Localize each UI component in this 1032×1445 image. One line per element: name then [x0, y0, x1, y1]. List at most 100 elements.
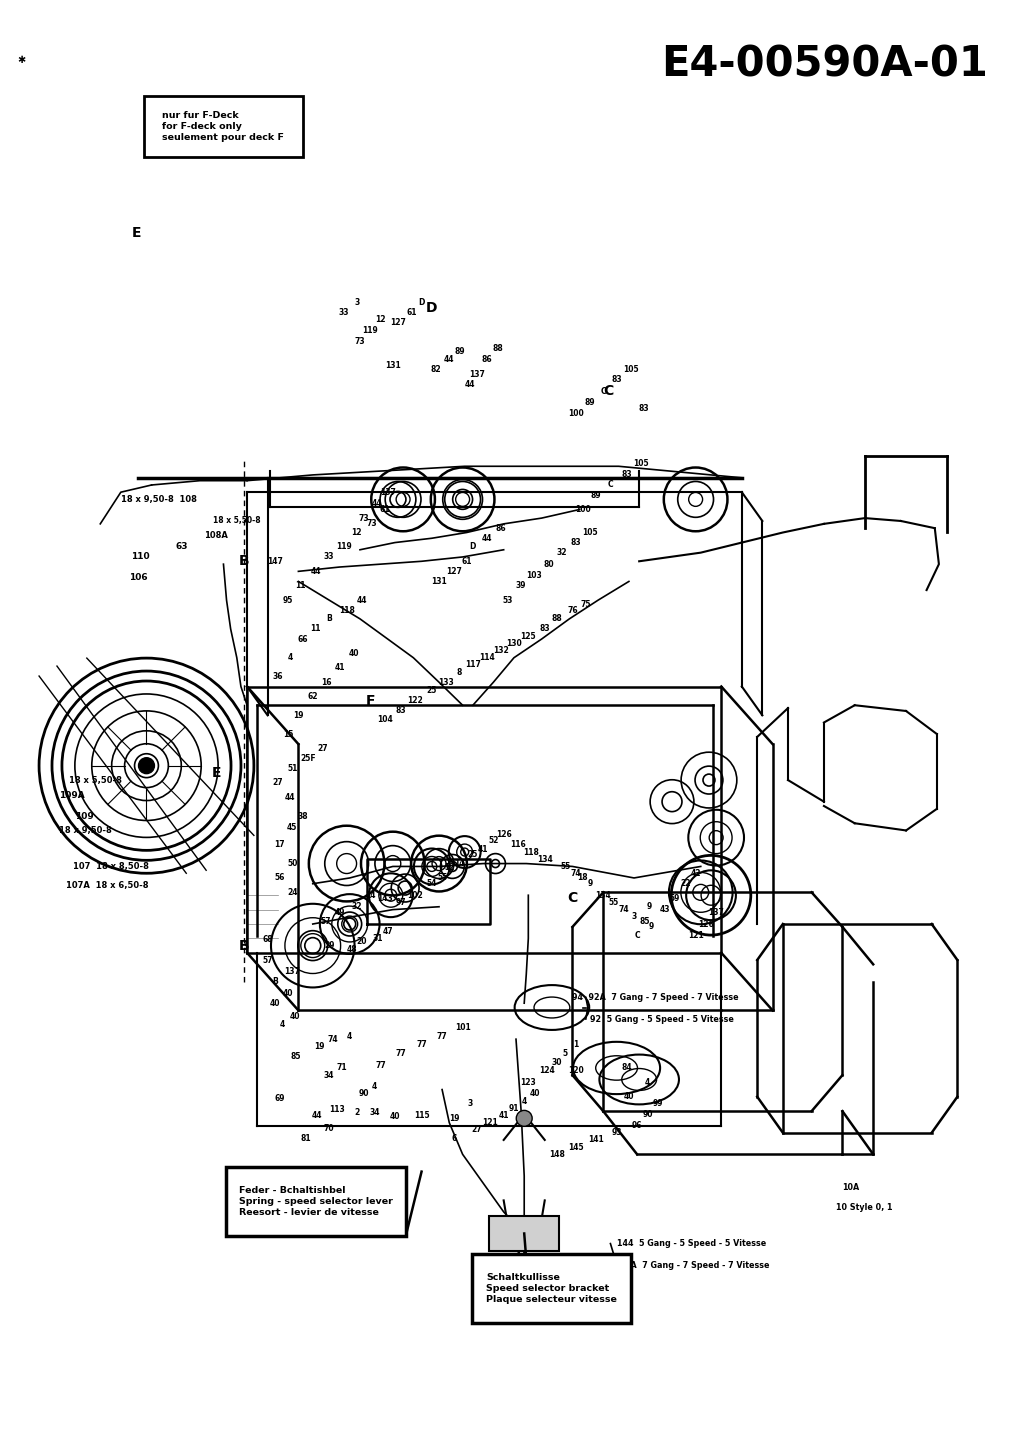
- Text: 127: 127: [447, 566, 462, 577]
- Text: 45: 45: [287, 824, 297, 832]
- Text: 132: 132: [492, 646, 509, 655]
- Text: 12: 12: [376, 315, 386, 324]
- Text: 4: 4: [347, 1032, 352, 1040]
- Text: C: C: [568, 892, 578, 905]
- Text: Schaltkullisse
Speed selector bracket
Plaque selecteur vitesse: Schaltkullisse Speed selector bracket Pl…: [486, 1273, 617, 1303]
- Text: 4: 4: [372, 1082, 377, 1091]
- Text: 4: 4: [288, 653, 293, 662]
- Text: 91: 91: [509, 1104, 519, 1113]
- Text: 52: 52: [488, 837, 498, 845]
- Text: 4: 4: [280, 1020, 285, 1029]
- Text: 33: 33: [338, 308, 349, 316]
- Text: 44: 44: [482, 533, 492, 543]
- Text: 107  18 x 8,50-8: 107 18 x 8,50-8: [72, 863, 149, 871]
- Text: 110: 110: [131, 552, 150, 562]
- Text: ✱: ✱: [18, 55, 26, 65]
- Text: 27: 27: [272, 779, 283, 788]
- Text: 6: 6: [452, 1134, 457, 1143]
- Text: 100: 100: [568, 409, 583, 418]
- Text: 71: 71: [336, 1064, 347, 1072]
- Text: 73: 73: [359, 513, 369, 523]
- Text: 95: 95: [283, 595, 293, 604]
- Text: 147: 147: [267, 556, 283, 566]
- Text: 3: 3: [632, 912, 637, 922]
- Text: 77: 77: [437, 1032, 448, 1040]
- Text: 44: 44: [285, 793, 295, 802]
- Text: 134: 134: [595, 890, 611, 900]
- Text: 115: 115: [414, 1111, 429, 1120]
- Text: 84: 84: [621, 1064, 633, 1072]
- Text: 29: 29: [324, 941, 334, 951]
- Text: 75: 75: [581, 600, 591, 608]
- Text: 68: 68: [262, 935, 272, 945]
- Text: 14: 14: [454, 860, 464, 868]
- Text: 12: 12: [352, 527, 362, 538]
- Text: 77: 77: [395, 1049, 407, 1058]
- Text: nur fur F-Deck
for F-deck only
seulement pour deck F: nur fur F-Deck for F-deck only seulement…: [162, 111, 285, 142]
- Text: 27: 27: [318, 744, 328, 753]
- Text: 127: 127: [390, 318, 406, 327]
- Text: 11: 11: [295, 581, 305, 590]
- Text: 43: 43: [659, 905, 670, 915]
- Text: 40: 40: [529, 1090, 540, 1098]
- Text: 34: 34: [369, 1108, 380, 1117]
- Text: 113: 113: [329, 1105, 346, 1114]
- Text: 41: 41: [498, 1111, 509, 1120]
- Text: 120: 120: [568, 1066, 583, 1075]
- Text: 123: 123: [520, 1078, 537, 1087]
- Text: 1: 1: [573, 1040, 578, 1049]
- Text: 32: 32: [352, 902, 362, 912]
- Text: 61: 61: [461, 556, 472, 566]
- Text: 100: 100: [575, 504, 590, 514]
- Circle shape: [138, 757, 155, 773]
- Text: 42: 42: [690, 868, 701, 879]
- Text: 83: 83: [571, 538, 581, 548]
- Text: 105: 105: [623, 366, 639, 374]
- Text: 104: 104: [377, 715, 392, 724]
- Bar: [489, 1215, 559, 1251]
- Text: 51: 51: [287, 764, 297, 773]
- Text: 102: 102: [408, 890, 423, 900]
- Text: 83: 83: [540, 624, 550, 633]
- Text: 5: 5: [562, 1049, 568, 1058]
- Text: C: C: [601, 387, 606, 396]
- Text: 24: 24: [287, 887, 297, 897]
- Text: 15: 15: [283, 730, 293, 738]
- Text: 18 x 9,50-8: 18 x 9,50-8: [59, 827, 112, 835]
- Text: 92  5 Gang - 5 Speed - 5 Vitesse: 92 5 Gang - 5 Speed - 5 Vitesse: [590, 1014, 734, 1023]
- Text: 52: 52: [444, 863, 454, 873]
- Text: 44: 44: [464, 380, 475, 389]
- Text: 145: 145: [568, 1143, 583, 1152]
- Text: 55: 55: [560, 863, 571, 871]
- Text: 106: 106: [129, 572, 148, 582]
- Text: 105: 105: [582, 527, 598, 538]
- Text: 44: 44: [312, 1111, 322, 1120]
- Text: 137: 137: [380, 488, 395, 497]
- Text: 99: 99: [652, 1100, 663, 1108]
- Text: 105: 105: [634, 460, 649, 468]
- Text: 62: 62: [308, 692, 318, 701]
- Text: 109A: 109A: [59, 792, 85, 801]
- Text: 40: 40: [390, 1113, 400, 1121]
- Text: E: E: [212, 766, 221, 780]
- Text: 19: 19: [314, 1042, 324, 1051]
- Text: C: C: [608, 481, 613, 490]
- Text: 141: 141: [588, 1136, 604, 1144]
- Text: 40: 40: [349, 649, 359, 657]
- Text: 25F: 25F: [301, 754, 317, 763]
- Text: B: B: [326, 614, 332, 623]
- Text: 40: 40: [623, 1092, 634, 1101]
- Text: 53: 53: [503, 595, 513, 604]
- Text: 121: 121: [687, 931, 704, 941]
- Text: 126: 126: [698, 919, 714, 929]
- Text: 3: 3: [354, 298, 359, 306]
- Text: D: D: [418, 298, 425, 306]
- Text: 56: 56: [275, 873, 285, 883]
- Text: 124: 124: [539, 1066, 554, 1075]
- Text: 22: 22: [680, 879, 690, 889]
- Text: 25: 25: [426, 686, 437, 695]
- Text: 77: 77: [416, 1040, 427, 1049]
- Text: 38: 38: [297, 812, 308, 821]
- Text: 109: 109: [74, 812, 93, 821]
- Text: 57: 57: [321, 916, 331, 926]
